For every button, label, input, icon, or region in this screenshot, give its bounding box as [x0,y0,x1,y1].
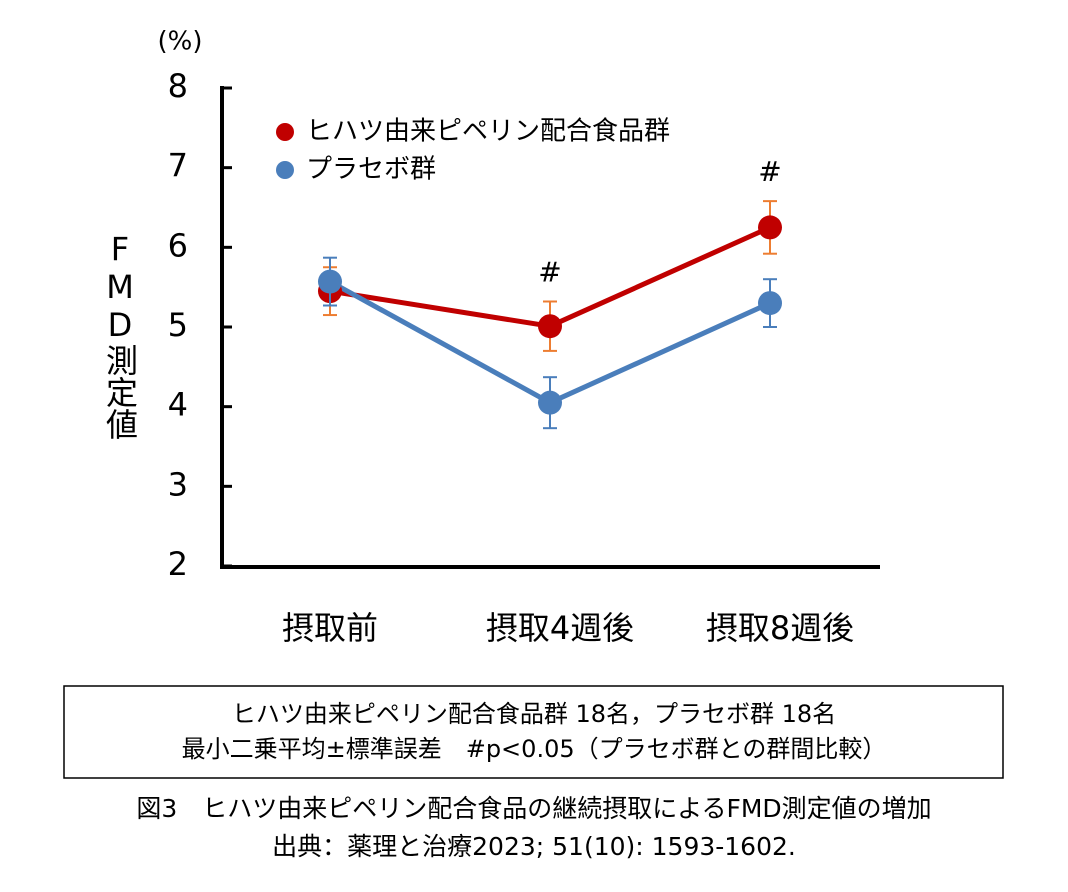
y-tick-label: 6 [168,226,188,264]
notes-box [63,685,1004,779]
point [318,269,342,294]
point [758,291,782,316]
y-tick-label: 8 [168,67,188,105]
point [538,314,562,339]
x-tick-label: 摂取4週後 [486,609,634,647]
legend-marker [276,161,294,179]
y-tick-label: 5 [168,306,188,344]
y-tick-label: 7 [168,147,188,185]
point [758,215,782,240]
caption: 図3 ヒハツ由来ピペリン配合食品の継続摂取によるFMD測定値の増加 [136,794,931,823]
source: 出典：薬理と治療2023; 51(10): 1593-1602. [272,832,796,861]
annotation: # [538,256,561,289]
unit-label: (%) [158,27,203,57]
note: ヒハツ由来ピペリン配合食品群 18名，プラセボ群 18名 [232,700,836,728]
point [538,390,562,415]
x-tick-label: 摂取8週後 [706,609,854,647]
note: 最小二乗平均±標準誤差 #p<0.05（プラセボ群との群間比較） [182,735,887,763]
annotation: # [758,155,781,188]
y-tick-label: 4 [168,386,188,424]
x-tick-label: 摂取前 [282,609,378,647]
legend-label: プラセボ群 [306,155,436,185]
y-axis-label: FMD測定値 [101,230,139,440]
legend-marker [276,123,294,141]
legend-label: ヒハツ由来ピペリン配合食品群 [306,117,670,147]
y-tick-label: 3 [168,465,188,503]
y-tick-label: 2 [168,545,188,583]
